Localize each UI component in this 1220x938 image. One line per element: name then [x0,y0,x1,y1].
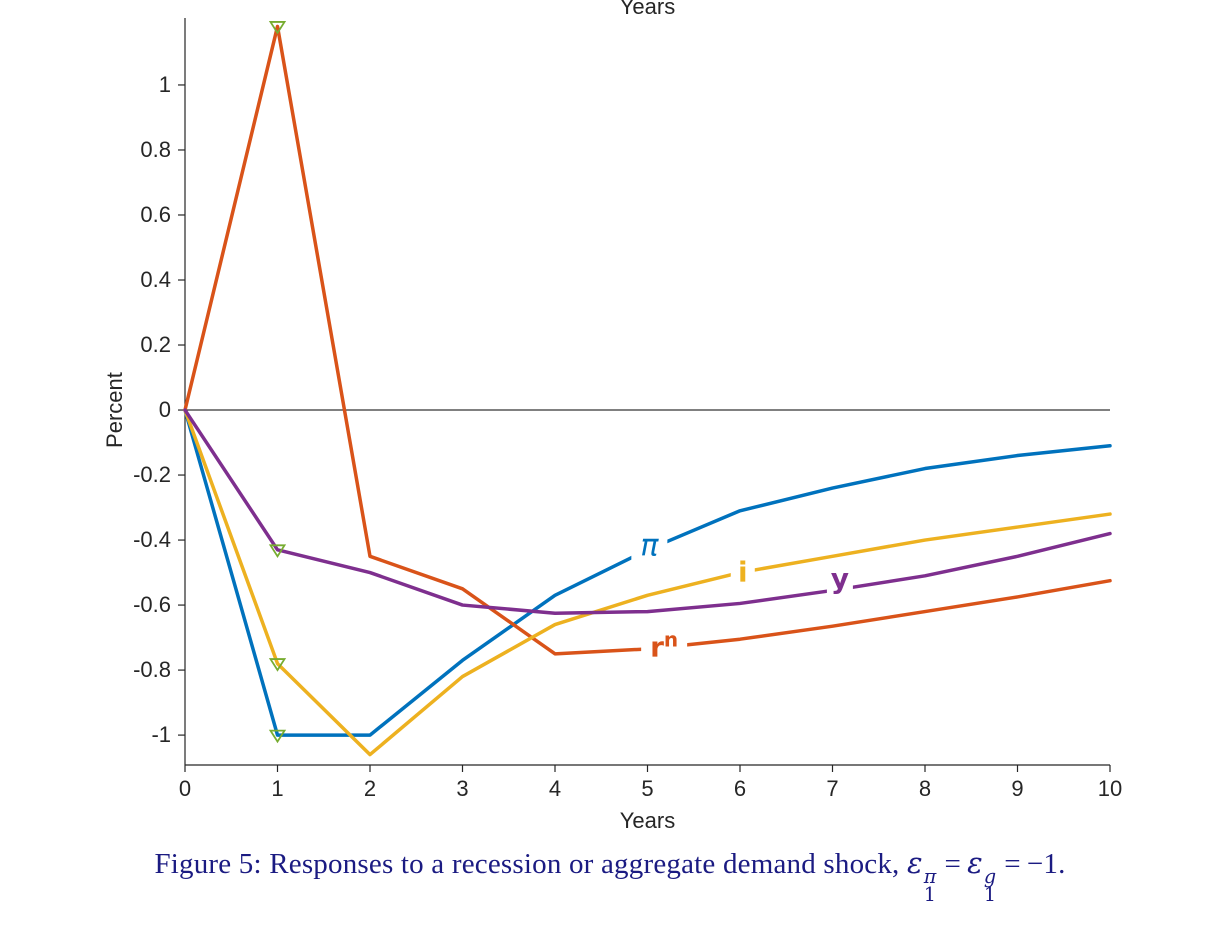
caption-text: Figure 5: Responses to a recession or ag… [154,848,900,880]
y-tick-label: -0.8 [133,657,171,682]
top-axis-label: Years [620,0,675,19]
equals-sign: = [944,848,962,880]
series-label-bg-rn [641,631,688,664]
superscript-pi: π [923,864,937,888]
marker-triangle-i [268,658,287,672]
x-tick-label: 8 [919,776,931,801]
series-label-bg-i [730,557,755,588]
epsilon-symbol: ε [906,846,923,880]
y-tick-label: -0.2 [133,462,171,487]
y-tick-label: -0.6 [133,592,171,617]
epsilon-symbol-2: ε [967,846,983,880]
marker-triangle-rn [268,21,287,35]
caption-math: ε π 1 = ε g 1 = −1. [906,846,1066,904]
x-tick-label: 0 [179,776,191,801]
marker-triangle-y [268,544,287,558]
y-tick-label: 0 [159,397,171,422]
y-tick-label: -1 [151,722,171,747]
x-tick-label: 1 [271,776,283,801]
x-tick-label: 3 [456,776,468,801]
series-label-rn: rn [650,627,678,663]
series-label-bg-y [826,564,853,595]
y-tick-label: 1 [159,72,171,97]
x-tick-label: 9 [1011,776,1023,801]
subscript-one-2: 1 [983,882,997,906]
x-tick-label: 7 [826,776,838,801]
series-line-pi [183,408,1112,737]
y-tick-label: 0.4 [140,267,171,292]
y-tick-label: 0.8 [140,137,171,162]
series-label-bg-pi [631,529,668,564]
figure-caption: Figure 5: Responses to a recession or ag… [0,846,1220,904]
x-tick-label: 5 [641,776,653,801]
series-label-y: y [831,562,849,595]
superscript-g: g [983,864,997,888]
x-axis-label: Years [620,808,675,830]
marker-triangle-pi [268,729,287,744]
y-axis-label: Percent [102,372,127,448]
x-tick-label: 2 [364,776,376,801]
equals-sign-2: = [1004,848,1021,880]
chart-svg: Years 0 1 2 3 4 5 6 7 8 9 10 -1 -0.8 -0.6 -0.4 -0.2 0 0.2 0… [102,0,1122,830]
x-tick-label: 6 [734,776,746,801]
y-tick-label: -0.4 [133,527,171,552]
x-tick-label: 4 [549,776,561,801]
series-label-i: i [738,556,748,589]
y-tick-label: 0.2 [140,332,171,357]
y-tick-label: 0.6 [140,202,171,227]
series-label-pi: π [640,529,659,564]
subscript-one: 1 [923,882,937,906]
series-line-i [183,408,1112,757]
caption-value: −1. [1026,848,1066,880]
x-tick-label: 10 [1098,776,1122,801]
series-line-y [183,408,1112,615]
